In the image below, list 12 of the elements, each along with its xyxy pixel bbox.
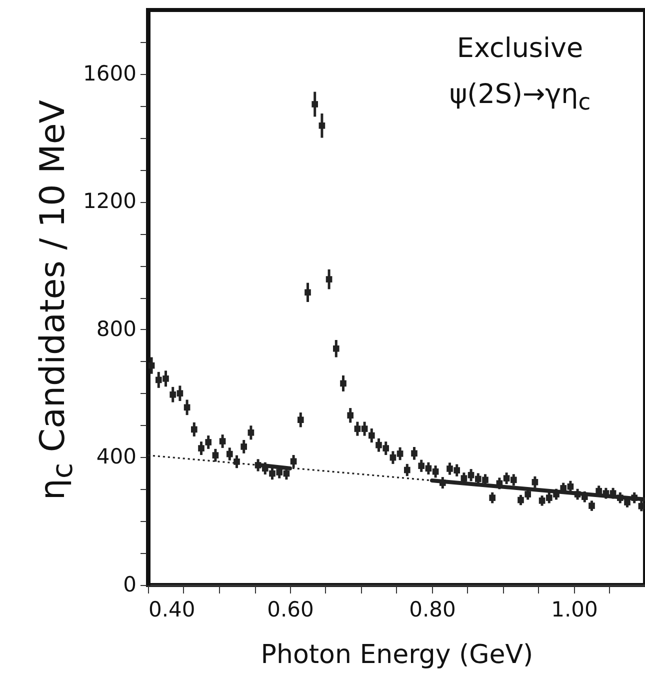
y-tick-label: 800 [96, 316, 136, 341]
y-tick-label: 400 [96, 444, 136, 469]
x-axis-title: Photon Energy (GeV) [260, 640, 534, 670]
x-tick-label: 0.80 [409, 598, 456, 622]
y-tick-label: 0 [123, 572, 136, 596]
x-tick-label: 0.60 [267, 598, 314, 622]
annotation: Exclusive [456, 32, 584, 66]
annotation: ψ(2S)→γη$_{c}$ [448, 78, 592, 118]
x-tick-label: 0.40 [148, 598, 196, 622]
y-tick-label: 1600 [83, 61, 136, 86]
x-tick-label: 1.00 [551, 598, 598, 622]
y-tick-label: 1200 [83, 189, 136, 214]
